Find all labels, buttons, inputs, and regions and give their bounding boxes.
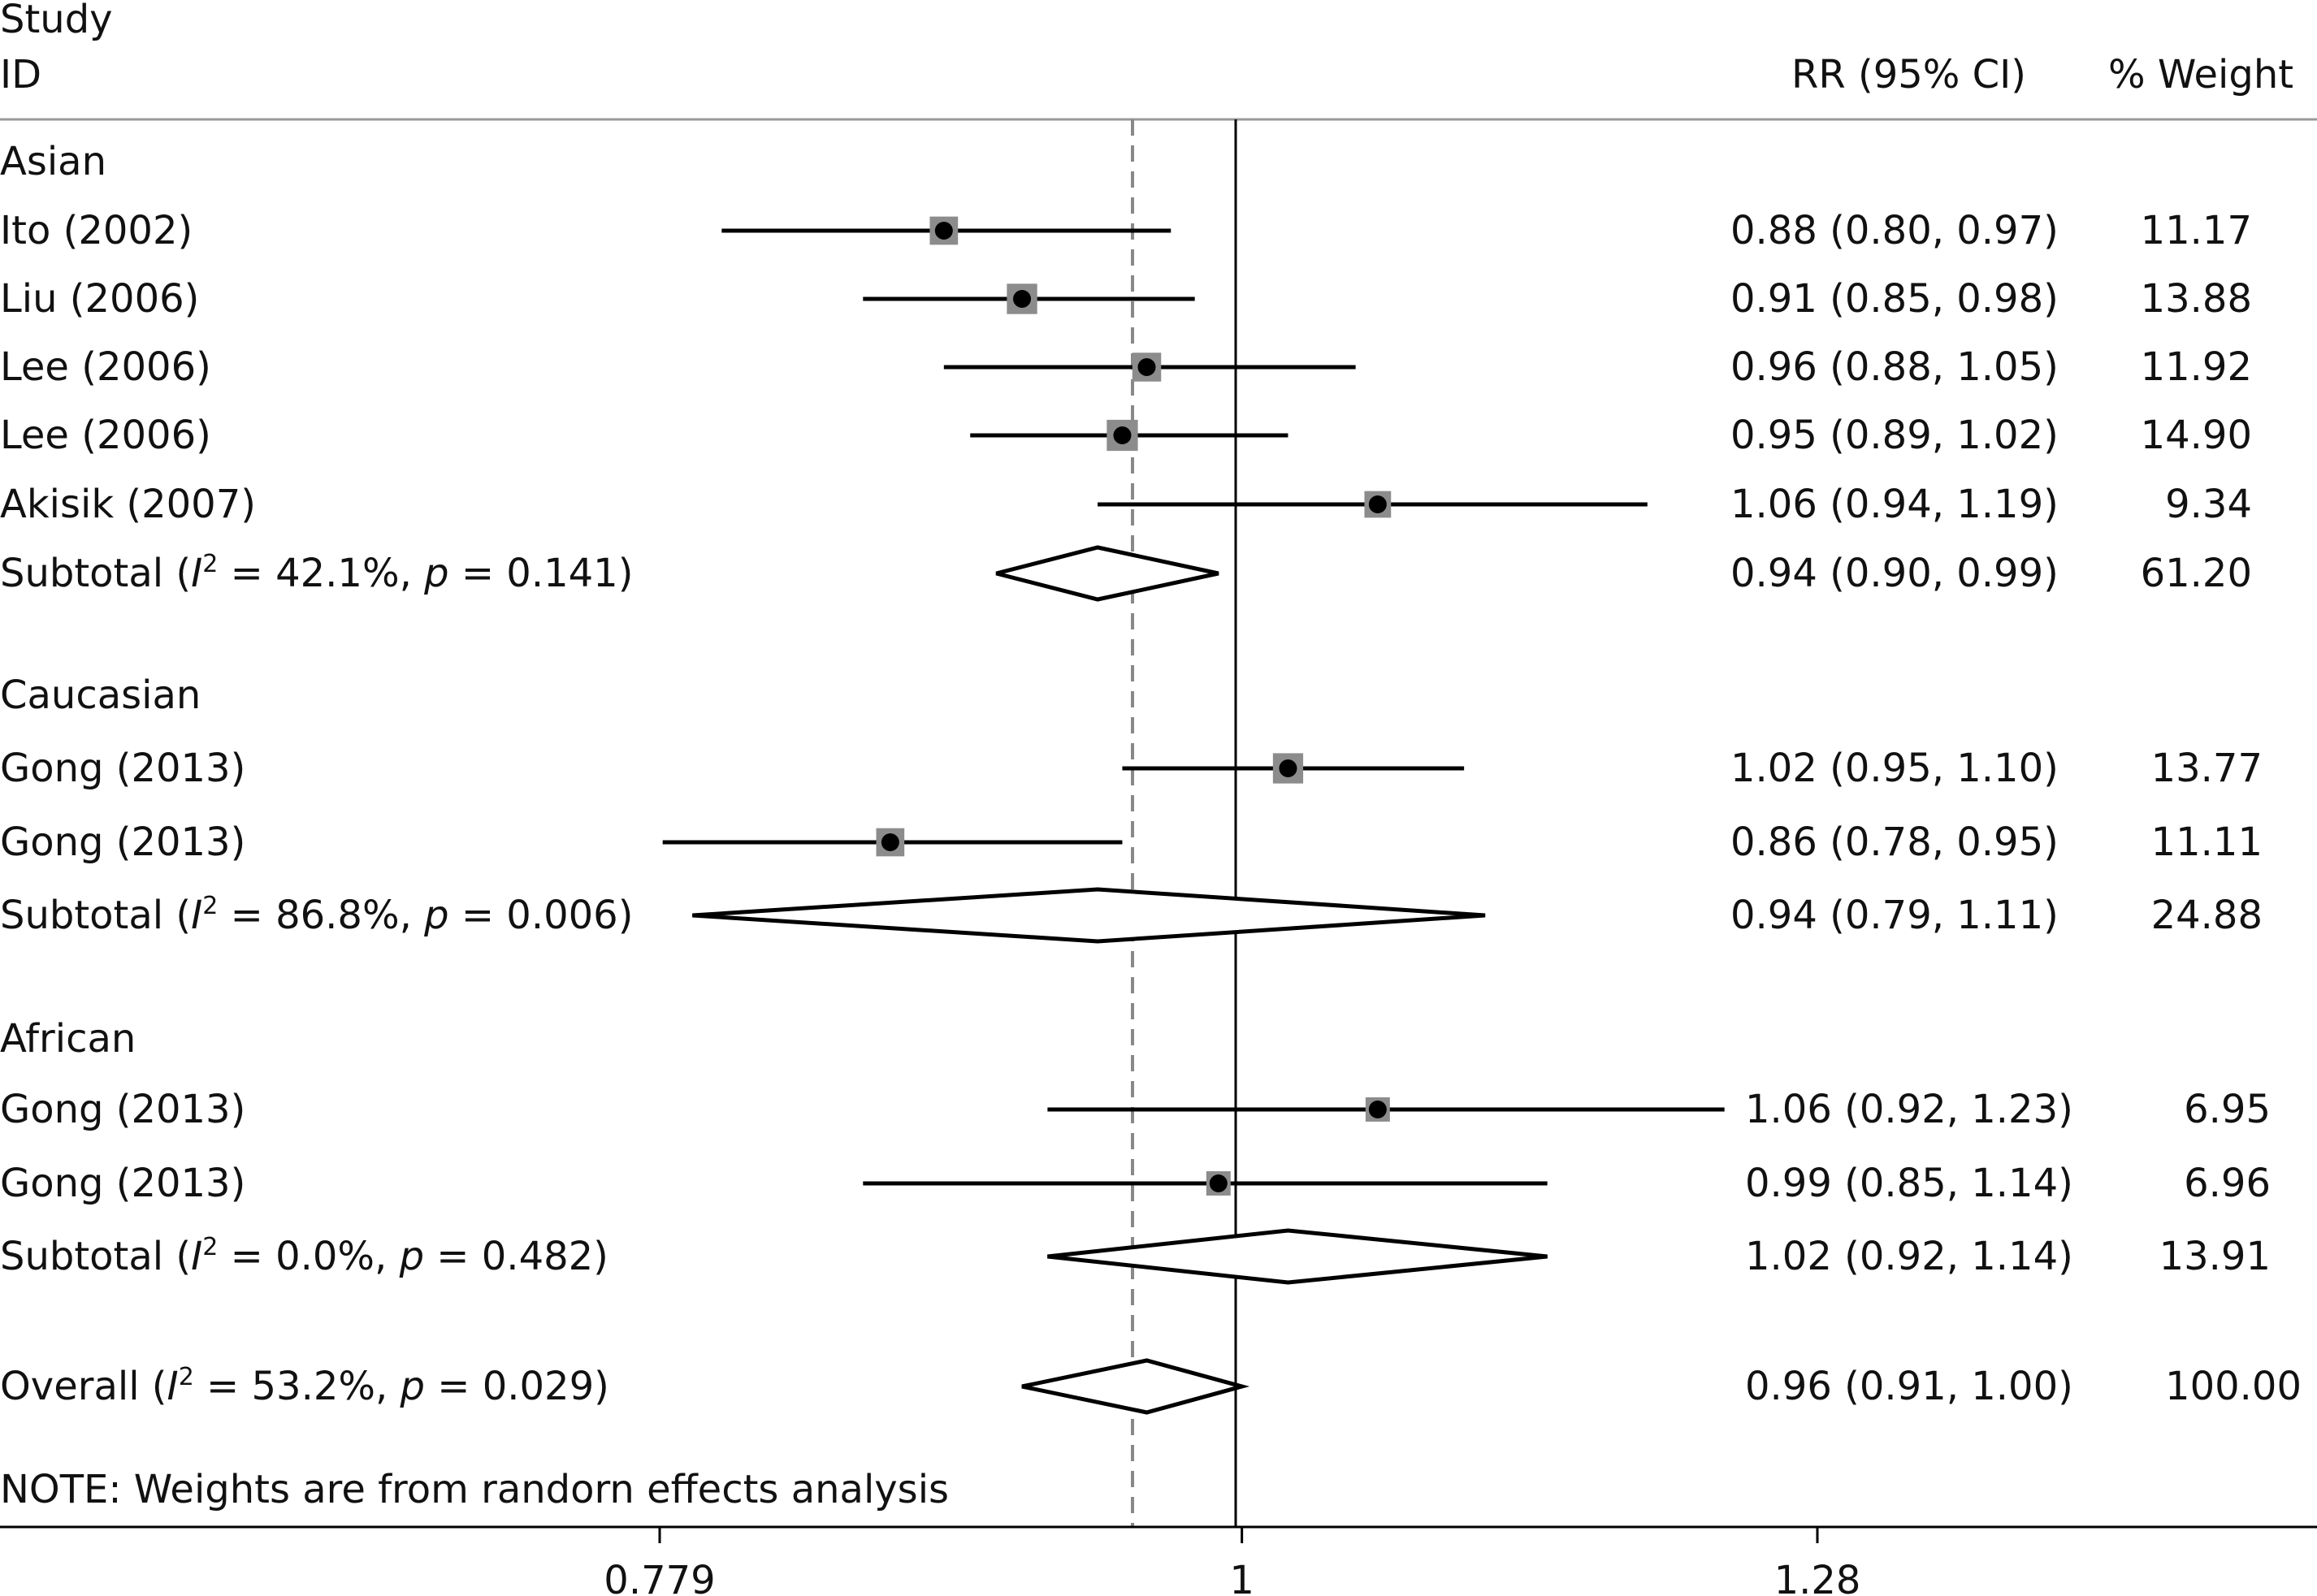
subtotal-diamond <box>692 887 1486 944</box>
axis-tick-label: 0.779 <box>604 1558 715 1596</box>
ci-value: 0.95 (0.89, 1.02) <box>1730 413 2059 458</box>
weight-value: 11.11 <box>2151 820 2263 865</box>
study-label: Gong (2013) <box>0 1087 245 1132</box>
weight-value: 61.20 <box>2141 551 2252 596</box>
header-weight: % Weight <box>2108 52 2293 97</box>
table-header: Study ID RR (95% CI) % Weight <box>0 0 2293 97</box>
weight-value: 14.90 <box>2141 413 2252 458</box>
ci-value: 1.06 (0.94, 1.19) <box>1730 482 2059 527</box>
footnote: NOTE: Weights are from randorn effects a… <box>0 1467 949 1512</box>
point-estimate <box>1368 1101 1387 1118</box>
overall-diamond <box>1021 1358 1250 1415</box>
study-label: Lee (2006) <box>0 413 211 458</box>
study-label: Ito (2002) <box>0 208 193 253</box>
weight-value: 11.92 <box>2141 344 2252 390</box>
header-rr-ci: RR (95% CI) <box>1791 52 2026 97</box>
study-label: Liu (2006) <box>0 276 199 322</box>
ci-value: 0.94 (0.90, 0.99) <box>1730 551 2059 596</box>
subtotal-diamond <box>995 545 1219 602</box>
weight-value: 13.88 <box>2141 276 2252 322</box>
weight-value: 9.34 <box>2165 482 2252 527</box>
ci-value: 0.86 (0.78, 0.95) <box>1730 820 2059 865</box>
ci-value: 1.02 (0.92, 1.14) <box>1745 1234 2073 1279</box>
weight-value: 24.88 <box>2151 893 2263 938</box>
ci-value: 0.99 (0.85, 1.14) <box>1745 1161 2073 1206</box>
header-id: ID <box>0 52 41 97</box>
ci-value: 0.96 (0.91, 1.00) <box>1745 1364 2073 1409</box>
group-label: African <box>0 1016 136 1062</box>
point-estimate <box>1013 290 1032 308</box>
forest-rows: Asian Ito (2002) 0.88 (0.80, 0.97) 11.17 Liu… <box>0 139 2302 1415</box>
ci-value: 0.96 (0.88, 1.05) <box>1730 344 2059 390</box>
point-estimate <box>881 833 899 851</box>
subtotal-label: Subtotal (I2 = 42.1%, p = 0.141) <box>0 550 633 596</box>
axis-tick-label: 1.28 <box>1774 1558 1861 1596</box>
weight-value: 13.91 <box>2159 1234 2271 1279</box>
point-estimate <box>1368 495 1387 513</box>
point-estimate <box>1209 1174 1228 1192</box>
ci-value: 1.06 (0.92, 1.23) <box>1745 1087 2073 1132</box>
x-axis-ticks: 0.779 1 1.28 <box>604 1527 1860 1596</box>
ci-value: 0.88 (0.80, 0.97) <box>1730 208 2059 253</box>
ci-value: 1.02 (0.95, 1.10) <box>1730 746 2059 791</box>
weight-value: 11.17 <box>2141 208 2252 253</box>
subtotal-label: Subtotal (I2 = 86.8%, p = 0.006) <box>0 892 633 938</box>
ci-value: 0.94 (0.79, 1.11) <box>1730 893 2059 938</box>
weight-value: 6.95 <box>2184 1087 2271 1132</box>
group-label: Asian <box>0 139 106 184</box>
point-estimate <box>1279 759 1297 777</box>
subtotal-diamond <box>1047 1228 1548 1285</box>
axis-tick-label: 1 <box>1229 1558 1254 1596</box>
group-label: Caucasian <box>0 673 201 718</box>
weight-value: 13.77 <box>2151 746 2263 791</box>
subtotal-label: Subtotal (I2 = 0.0%, p = 0.482) <box>0 1233 608 1279</box>
weight-value: 6.96 <box>2184 1161 2271 1206</box>
study-label: Gong (2013) <box>0 1161 245 1206</box>
study-label: Akisik (2007) <box>0 482 256 527</box>
study-label: Lee (2006) <box>0 344 211 390</box>
ci-value: 0.91 (0.85, 0.98) <box>1730 276 2059 322</box>
weight-value: 100.00 <box>2165 1364 2302 1409</box>
study-label: Gong (2013) <box>0 746 245 791</box>
point-estimate <box>1113 426 1132 444</box>
point-estimate <box>1137 358 1156 376</box>
header-study: Study <box>0 0 113 42</box>
overall-label: Overall (I2 = 53.2%, p = 0.029) <box>0 1363 609 1409</box>
study-label: Gong (2013) <box>0 820 245 865</box>
point-estimate <box>934 222 953 240</box>
